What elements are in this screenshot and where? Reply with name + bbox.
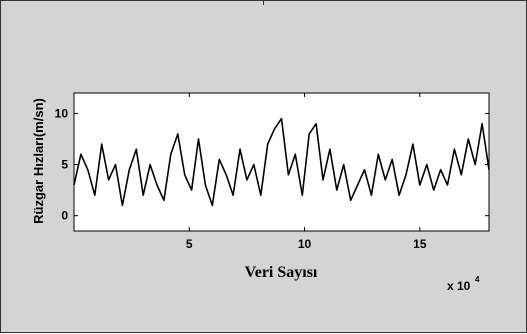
y-tick-label: 10 <box>55 106 69 120</box>
y-tick-label: 0 <box>61 209 68 223</box>
x-axis-multiplier-exponent: 4 <box>475 275 480 284</box>
top-edge-tick <box>263 1 264 5</box>
x-axis-multiplier: x 10 <box>447 279 471 293</box>
y-tick-label: 5 <box>61 158 68 172</box>
wind-speed-series-line <box>73 117 490 207</box>
y-axis-label: Rüzgar Hızları(m/sn) <box>31 98 46 224</box>
plot-area <box>73 92 490 232</box>
x-axis-label: Veri Sayısı <box>245 264 318 281</box>
x-tick-label: 5 <box>186 237 193 251</box>
series-group <box>73 117 490 207</box>
x-tick-label: 15 <box>413 237 427 251</box>
x-tick-label: 10 <box>298 237 312 251</box>
x-axis-ticks: 5 10 15 <box>186 93 427 251</box>
